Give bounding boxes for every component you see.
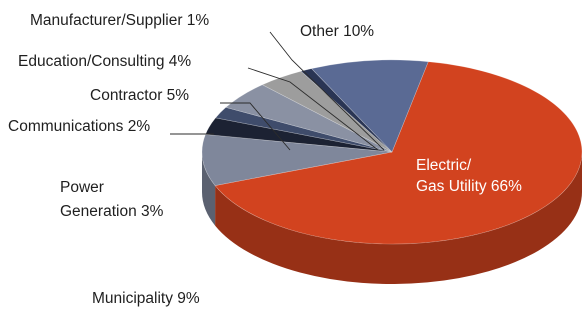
slice-label-contractor: Contractor 5% — [90, 87, 189, 104]
pie-side-walls — [202, 152, 582, 284]
pie-side-municipality — [202, 152, 216, 226]
pie-slice-electric-gas-utility — [214, 61, 583, 245]
slice-label-other: Other 10% — [300, 23, 374, 40]
pie-top-slices — [201, 59, 583, 245]
pie-slice-municipality — [201, 134, 393, 186]
pie-slice-manufacturer-supplier — [300, 68, 393, 153]
slice-label-municipality: Municipality 9% — [92, 290, 200, 307]
pie-side-electric-gas-utility — [215, 152, 582, 284]
leader-line-education-consulting — [247, 67, 379, 151]
pie-slice-education-consulting — [261, 70, 393, 153]
pie-slice-contractor — [225, 84, 393, 153]
leader-line-contractor — [220, 102, 291, 151]
slice-label-electric-gas-utility: Electric/Gas Utility 66% — [416, 157, 522, 195]
slice-labels: Electric/Gas Utility 66% Municipality 9% P… — [8, 12, 522, 307]
pie-slice-other — [311, 59, 429, 153]
leader-line-manufacturer-supplier — [269, 31, 385, 151]
slice-label-power-generation: Power Generation 3% — [60, 179, 164, 220]
slice-label-education-consulting: Education/Consulting 4% — [18, 53, 191, 70]
slice-label-communications: Communications 2% — [8, 118, 150, 135]
label-leader-lines — [170, 31, 385, 151]
slice-label-manufacturer-supplier: Manufacturer/Supplier 1% — [30, 12, 209, 29]
pie-slice-communications — [215, 107, 393, 153]
